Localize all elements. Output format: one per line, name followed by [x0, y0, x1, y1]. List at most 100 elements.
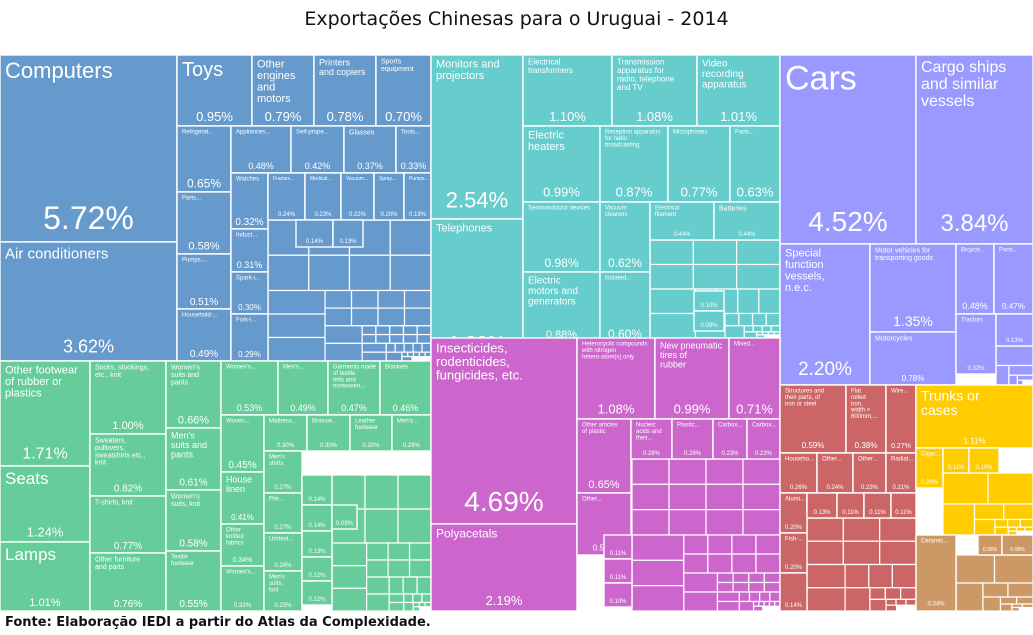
tile-rect[interactable] — [713, 201, 781, 241]
small-tile[interactable] — [763, 600, 771, 607]
small-tile[interactable] — [683, 572, 719, 593]
small-tile[interactable] — [403, 342, 414, 353]
small-tile[interactable] — [403, 289, 432, 309]
small-tile[interactable] — [731, 534, 757, 555]
small-tile[interactable] — [397, 474, 432, 510]
small-tile[interactable] — [361, 333, 377, 344]
small-tile[interactable] — [742, 483, 781, 511]
small-tile[interactable] — [879, 540, 917, 566]
small-tile[interactable] — [955, 554, 996, 584]
tile-rect[interactable] — [993, 243, 1033, 315]
small-tile[interactable] — [755, 553, 781, 574]
small-tile[interactable] — [993, 554, 1033, 584]
tile-women-s[interactable]: Women's... 0.53% — [220, 360, 279, 416]
tile-electrical-filament[interactable]: Electrical filament 0.44% — [649, 201, 715, 241]
small-tile[interactable] — [388, 576, 404, 595]
small-tile[interactable] — [752, 600, 760, 607]
small-tile[interactable] — [973, 518, 996, 536]
tile-item[interactable]: 0.13% — [332, 219, 364, 248]
small-tile[interactable] — [267, 313, 326, 339]
tile-rect[interactable] — [915, 447, 944, 489]
tile-rect[interactable] — [603, 558, 633, 584]
tile-medical[interactable]: Medical... 0.23% — [304, 172, 342, 221]
small-tile[interactable] — [350, 289, 379, 309]
tile-carbox[interactable]: Carbox... 0.23% — [712, 418, 748, 460]
small-tile[interactable] — [842, 540, 881, 566]
small-tile[interactable] — [631, 458, 670, 485]
tile-cigar[interactable]: Cigar... 0.20% — [915, 447, 944, 489]
tile-sports-equipment[interactable]: Sports equipment 0.70% — [375, 55, 432, 127]
small-tile[interactable] — [412, 342, 423, 353]
tile-item[interactable]: 0.10% — [693, 290, 725, 312]
small-tile[interactable] — [412, 601, 420, 608]
small-tile[interactable] — [397, 508, 432, 544]
small-tile[interactable] — [806, 517, 844, 542]
tile-rect[interactable] — [522, 271, 601, 344]
tile-vacuum[interactable]: Vacuum... 0.22% — [340, 172, 375, 221]
small-tile[interactable] — [844, 563, 870, 589]
small-tile[interactable] — [401, 351, 409, 358]
small-tile[interactable] — [752, 605, 764, 611]
tile-tools[interactable]: Tools... 0.33% — [395, 125, 432, 174]
small-tile[interactable] — [736, 239, 781, 266]
small-tile[interactable] — [421, 593, 432, 604]
small-tile[interactable] — [973, 503, 1005, 521]
tile-household[interactable]: Household-... 0.49% — [176, 308, 232, 362]
tile-other[interactable]: Other... 0.23% — [852, 452, 887, 494]
tile-rect[interactable] — [295, 219, 334, 248]
small-tile[interactable] — [402, 325, 418, 336]
tile-women-s-suits-and-pants[interactable]: Women's suits and pants 0.66% — [165, 360, 222, 429]
tile-men-s[interactable]: Men's... 0.28% — [391, 414, 432, 452]
small-tile[interactable] — [631, 585, 685, 611]
tile-fish[interactable]: Fish-... 0.20% — [779, 532, 808, 574]
small-tile[interactable] — [402, 333, 418, 344]
tile-rect[interactable] — [0, 241, 178, 362]
small-tile[interactable] — [767, 331, 775, 336]
tile-rect[interactable] — [343, 125, 397, 174]
small-tile[interactable] — [763, 581, 781, 593]
small-tile[interactable] — [736, 263, 781, 290]
tile-women-s-suits-knit[interactable]: Women's suits, knit 0.58% — [165, 489, 222, 552]
tile-air-conditioners[interactable]: Air conditioners 3.62% — [0, 241, 178, 362]
tile-pumps[interactable]: Pumps,... 0.51% — [176, 253, 232, 310]
small-tile[interactable] — [707, 553, 733, 574]
small-tile[interactable] — [732, 581, 750, 593]
tile-rect[interactable] — [779, 572, 808, 611]
tile-toys[interactable]: Toys 0.95% — [176, 55, 253, 127]
small-tile[interactable] — [394, 342, 405, 353]
tile-item[interactable]: 0.13% — [995, 313, 1033, 347]
tile-monitors-and-projectors[interactable]: Monitors and projectors 2.54% — [430, 55, 524, 220]
small-tile[interactable] — [994, 518, 1009, 528]
tile-rect[interactable] — [230, 271, 269, 315]
tile-item[interactable]: 0.12% — [301, 580, 333, 606]
small-tile[interactable] — [885, 604, 898, 611]
tile-rect[interactable] — [863, 492, 892, 519]
small-tile[interactable] — [668, 509, 707, 536]
small-tile[interactable] — [891, 563, 917, 589]
tile-rect[interactable] — [779, 243, 871, 386]
tile-rect[interactable] — [430, 218, 524, 361]
tile-ceramic[interactable]: Ceramic... 0.34% — [915, 534, 957, 611]
tile-rect[interactable] — [313, 55, 377, 127]
tile-carbox[interactable]: Carbox... 0.23% — [746, 418, 781, 460]
small-tile[interactable] — [631, 509, 670, 536]
tile-item[interactable]: 0.08% — [977, 534, 1003, 556]
small-tile[interactable] — [324, 325, 363, 344]
tile-rect[interactable] — [845, 384, 887, 454]
small-tile[interactable] — [1008, 374, 1018, 386]
small-tile[interactable] — [743, 325, 754, 333]
tile-rect[interactable] — [301, 580, 333, 606]
small-tile[interactable] — [748, 581, 765, 593]
small-tile[interactable] — [1007, 582, 1033, 598]
tile-other-knitted-fabrics[interactable]: Other knitted fabrics 0.34% — [220, 523, 265, 567]
tile-tractors[interactable]: Tractors 0.32% — [955, 313, 997, 375]
small-tile[interactable] — [743, 331, 758, 339]
small-tile[interactable] — [361, 351, 387, 362]
tile-rect[interactable] — [885, 384, 917, 454]
small-tile[interactable] — [1015, 526, 1026, 532]
tile-spray[interactable]: Spray... 0.20% — [373, 172, 405, 221]
tile-trunks-or-cases[interactable]: Trunks or cases 1.11% — [915, 384, 1033, 449]
small-tile[interactable] — [377, 289, 406, 309]
small-tile[interactable] — [668, 458, 707, 485]
tile-rect[interactable] — [89, 552, 167, 611]
